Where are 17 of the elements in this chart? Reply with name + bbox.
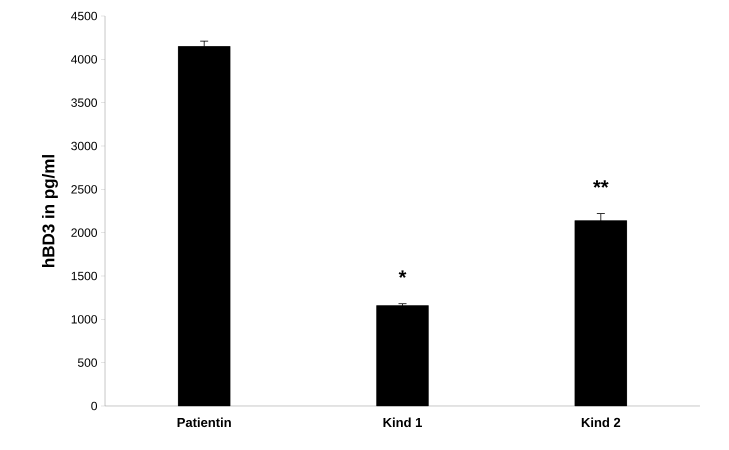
annotation: * <box>398 270 406 278</box>
x-tick-label: Kind 1 <box>384 418 422 428</box>
y-tick-label: 2000 <box>71 228 98 237</box>
y-tick-label: 1000 <box>72 315 98 324</box>
y-tick-label: 2500 <box>71 185 98 194</box>
y-tick-label: 4500 <box>71 12 98 20</box>
y-tick-label: 500 <box>78 358 98 367</box>
y-tick-label: 3500 <box>71 98 98 107</box>
x-tick-label: Kind 2 <box>582 418 620 428</box>
y-tick-label: 0 <box>91 402 98 410</box>
y-tick-label: 4000 <box>71 55 98 64</box>
annotation: ** <box>593 180 609 188</box>
y-tick-label: 3000 <box>71 142 98 150</box>
y-axis-title: hBD3 in pg/ml <box>42 155 58 267</box>
y-tick-label: 1500 <box>72 272 98 280</box>
bar <box>376 305 429 406</box>
x-tick-label: Patientin <box>178 418 231 428</box>
